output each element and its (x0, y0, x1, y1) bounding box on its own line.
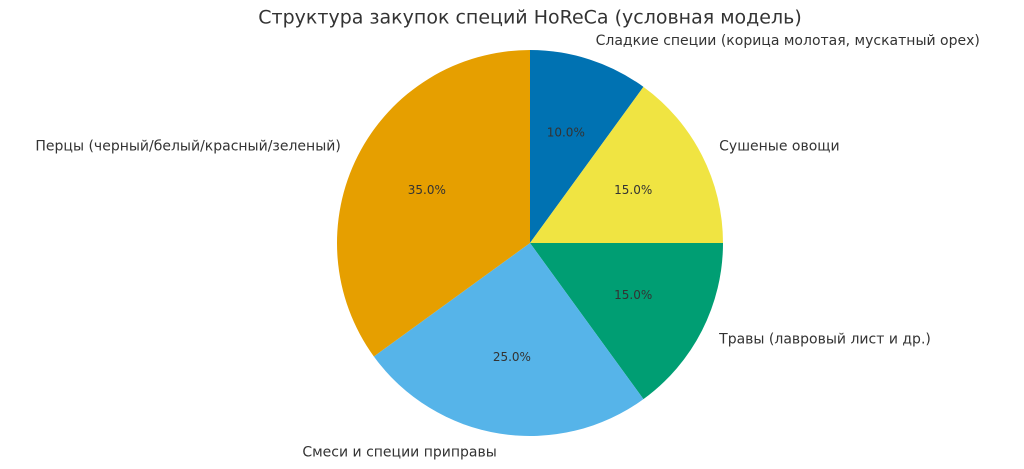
pie-slice (530, 243, 723, 400)
slice-label: Сладкие специи (корица молотая, мускатны… (596, 33, 980, 49)
value-label: 35.0% (408, 183, 446, 197)
slice-label: Перцы (черный/белый/красный/зеленый) (35, 139, 340, 155)
value-label: 15.0% (614, 183, 652, 197)
pie-slice (373, 243, 644, 436)
chart-title: Структура закупок специй HoReCa (условна… (258, 7, 801, 29)
value-label: 15.0% (614, 288, 652, 302)
pie-slice (530, 86, 723, 244)
slice-label: Сушеные овощи (719, 139, 839, 155)
value-label: 10.0% (547, 125, 585, 139)
slice-label: Травы (лавровый лист и др.) (718, 331, 931, 347)
pie-slice (336, 50, 530, 357)
pie-slice (530, 50, 644, 243)
slice-label: Смеси и специи приправы (302, 445, 496, 461)
value-label: 25.0% (493, 350, 531, 364)
